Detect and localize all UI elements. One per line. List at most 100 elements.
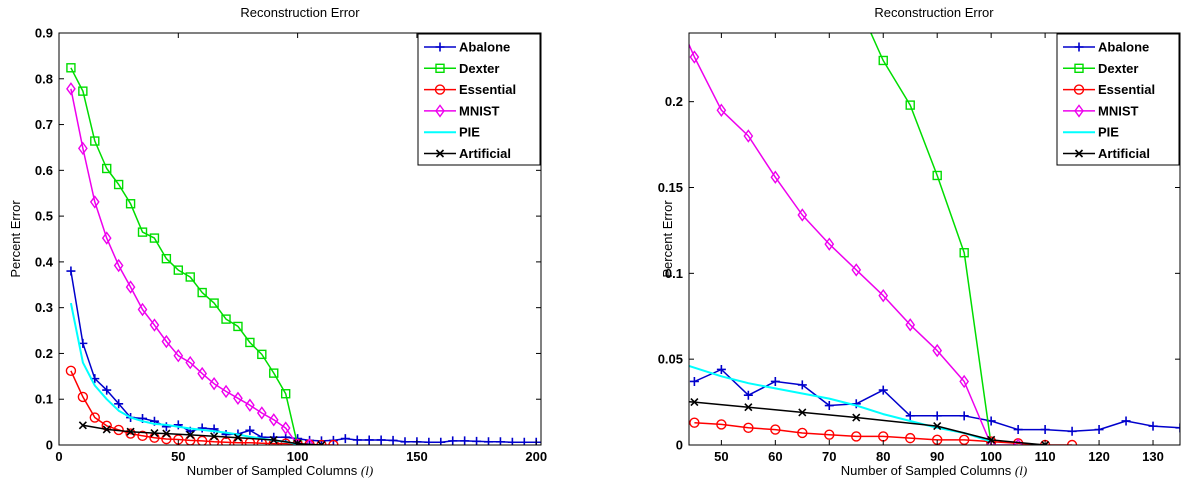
data-point [210, 432, 219, 441]
data-point [233, 391, 243, 405]
data-point [985, 436, 997, 445]
data-point [664, 397, 671, 404]
legend-marker [1073, 84, 1085, 95]
data-point [328, 439, 339, 445]
data-point [125, 280, 136, 294]
legend-item-dexter: Dexter [1063, 61, 1138, 76]
legend-label: Essential [459, 82, 516, 97]
data-point [852, 413, 861, 422]
legend-item-essential: Essential [424, 82, 516, 97]
series-line-artificial [689, 401, 1046, 445]
legend-marker [1074, 42, 1084, 52]
data-point [137, 227, 148, 237]
data-point [186, 430, 195, 439]
x-axis-label: Number of Sampled Columns (l) [841, 463, 1027, 478]
data-point [770, 170, 781, 184]
legend: Abalone Dexter Essential MNIST PIE Artificial [417, 33, 541, 166]
data-point [150, 429, 159, 438]
legend: Abalone Dexter Essential MNIST PIE Artificial [1056, 33, 1180, 166]
legend-marker [434, 84, 446, 95]
x-tick-label: 0 [55, 449, 62, 464]
x-tick-label: 120 [1088, 449, 1110, 464]
data-point [66, 82, 76, 96]
legend-box [417, 33, 541, 166]
data-point [1175, 423, 1180, 433]
data-point [851, 263, 862, 277]
legend-item-pie: PIE [1063, 125, 1119, 140]
data-point [797, 427, 808, 439]
data-point [102, 163, 112, 174]
y-axis-label: Percent Error [8, 200, 23, 278]
data-point [905, 318, 916, 332]
data-point [743, 390, 753, 400]
data-point [268, 413, 279, 427]
legend-marker [1074, 104, 1084, 118]
data-point [932, 411, 942, 421]
data-point [161, 253, 172, 264]
data-point [716, 419, 727, 430]
data-point [89, 412, 100, 423]
data-point [743, 129, 754, 143]
data-point [304, 438, 315, 445]
legend-box [1056, 33, 1180, 166]
x-tick-label: 200 [525, 449, 547, 464]
x-tick-label: 100 [287, 449, 309, 464]
data-point [959, 411, 969, 421]
data-point [220, 437, 232, 445]
legend-label: MNIST [1098, 103, 1139, 118]
data-point [126, 427, 135, 436]
legend-marker [435, 104, 445, 118]
data-point [959, 374, 970, 389]
data-point [125, 199, 136, 209]
series-essential [689, 417, 1078, 445]
data-point [690, 398, 699, 407]
series-line-dexter [870, 33, 992, 445]
data-point [878, 55, 888, 66]
legend-label: Artificial [459, 146, 511, 161]
data-point [797, 208, 808, 222]
data-point [280, 421, 291, 435]
y-tick-label: 0.2 [35, 346, 53, 361]
data-point [933, 422, 942, 431]
y-tick-label: 0.9 [35, 26, 53, 41]
data-point [221, 384, 231, 399]
legend-item-essential: Essential [1063, 82, 1155, 97]
data-point [436, 437, 446, 445]
legend-marker [1074, 149, 1084, 158]
data-point [364, 435, 374, 445]
data-point [352, 435, 362, 445]
data-point [932, 170, 942, 181]
data-point [137, 302, 148, 317]
legend-item-mnist: MNIST [424, 103, 500, 118]
series-line-dexter [70, 67, 299, 445]
chart-panel-1: 0 50 100 150 200 0 0.1 0.2 0.3 0.4 0.5 0.6 0.7 0.8 0.9… [8, 5, 547, 478]
data-point [162, 429, 171, 438]
data-point [340, 434, 350, 444]
data-point [460, 436, 470, 445]
data-point [824, 237, 835, 251]
data-point [797, 380, 807, 390]
data-point [269, 368, 279, 378]
chart-title: Reconstruction Error [240, 5, 360, 20]
data-point [1121, 416, 1131, 426]
data-point [959, 248, 969, 258]
legend-label: Dexter [1098, 61, 1138, 76]
legend-label: MNIST [459, 103, 500, 118]
data-point [448, 436, 458, 445]
data-point [878, 288, 889, 303]
data-point [245, 425, 255, 435]
data-point [257, 349, 267, 360]
data-point [280, 389, 291, 399]
data-point [376, 435, 386, 445]
series-pie [689, 365, 992, 443]
data-point [101, 231, 112, 245]
legend-label: Essential [1098, 82, 1155, 97]
x-tick-label: 100 [980, 449, 1002, 464]
data-point [770, 376, 780, 386]
data-point [209, 376, 219, 391]
data-point [66, 266, 76, 276]
data-point [958, 434, 970, 445]
data-point [1066, 439, 1078, 445]
data-point [716, 103, 727, 117]
y-tick-label: 0.8 [35, 71, 53, 86]
